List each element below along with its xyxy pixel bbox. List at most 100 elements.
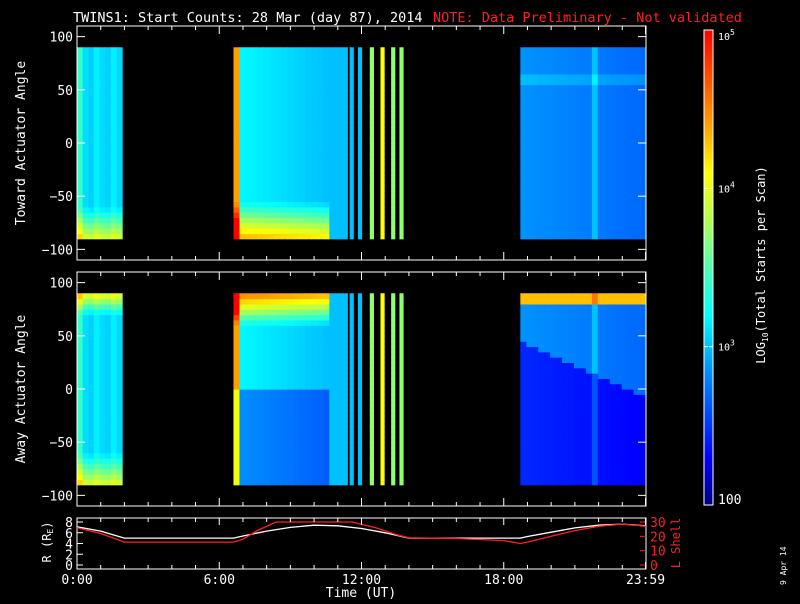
y-tick-label: −50 bbox=[50, 436, 73, 451]
heatmap-cell bbox=[110, 463, 118, 470]
heatmap-cell bbox=[633, 325, 641, 332]
heatmap-cell bbox=[349, 410, 354, 417]
r-tick-label: 2 bbox=[65, 548, 73, 563]
heatmap-cell bbox=[526, 458, 533, 465]
heatmap-cell bbox=[233, 330, 241, 337]
heatmap-cell bbox=[538, 169, 545, 176]
heatmap-cell bbox=[562, 436, 569, 443]
heatmap-cell bbox=[357, 47, 363, 54]
heatmap-cell bbox=[116, 185, 123, 192]
heatmap-cell bbox=[532, 143, 539, 149]
heatmap-cell bbox=[287, 314, 294, 321]
heatmap-cell bbox=[293, 479, 300, 486]
heatmap-cell bbox=[335, 153, 342, 160]
heatmap-cell bbox=[562, 431, 569, 438]
heatmap-cell bbox=[82, 217, 89, 224]
heatmap-cell bbox=[287, 436, 294, 443]
heatmap-cell bbox=[269, 89, 277, 96]
heatmap-cell bbox=[349, 52, 354, 59]
heatmap-cell bbox=[99, 474, 106, 481]
heatmap-cell bbox=[269, 367, 277, 374]
heatmap-cell bbox=[305, 116, 312, 123]
heatmap-cell bbox=[550, 394, 557, 401]
heatmap-cell bbox=[88, 158, 95, 165]
heatmap-cell bbox=[380, 474, 385, 481]
colorbar-tick-label: 103 bbox=[718, 339, 735, 354]
heatmap-cell bbox=[615, 121, 623, 128]
heatmap-cell bbox=[99, 212, 106, 219]
heatmap-cell bbox=[544, 100, 551, 107]
heatmap-cell bbox=[544, 57, 551, 64]
heatmap-cell bbox=[263, 293, 271, 300]
heatmap-cell bbox=[391, 394, 396, 401]
heatmap-cell bbox=[281, 121, 288, 128]
heatmap-cell bbox=[335, 63, 342, 70]
heatmap-cell bbox=[329, 474, 336, 481]
heatmap-cell bbox=[341, 68, 348, 75]
heatmap-cell bbox=[341, 95, 348, 102]
heatmap-cell bbox=[538, 325, 545, 332]
heatmap-cell bbox=[93, 137, 101, 144]
heatmap-cell bbox=[526, 127, 533, 133]
heatmap-cell bbox=[341, 373, 348, 379]
heatmap-cell bbox=[603, 458, 611, 465]
heatmap-cell bbox=[609, 174, 617, 181]
heatmap-cell bbox=[82, 57, 89, 64]
heatmap-cell bbox=[341, 468, 348, 475]
heatmap-cell bbox=[520, 201, 527, 208]
heatmap-cell bbox=[110, 319, 118, 326]
heatmap-cell bbox=[609, 100, 617, 107]
heatmap-cell bbox=[287, 174, 294, 181]
heatmap-cell bbox=[305, 346, 312, 353]
heatmap-cell bbox=[380, 116, 385, 123]
heatmap-cell bbox=[520, 89, 527, 96]
heatmap-cell bbox=[281, 362, 288, 369]
heatmap-cell bbox=[627, 127, 635, 133]
heatmap-cell bbox=[99, 153, 106, 160]
heatmap-cell bbox=[550, 68, 557, 75]
heatmap-cell bbox=[251, 309, 259, 316]
heatmap-cell bbox=[591, 415, 599, 422]
heatmap-cell bbox=[335, 137, 342, 144]
heatmap-cell bbox=[621, 57, 629, 64]
heatmap-cell bbox=[615, 447, 623, 454]
heatmap-cell bbox=[562, 52, 569, 59]
heatmap-cell bbox=[568, 233, 575, 240]
heatmap-cell bbox=[369, 447, 374, 454]
heatmap-cell bbox=[245, 404, 253, 411]
heatmap-cell bbox=[609, 431, 617, 438]
heatmap-cell bbox=[639, 105, 647, 112]
heatmap-cell bbox=[233, 426, 241, 433]
heatmap-cell bbox=[99, 314, 106, 321]
heatmap-cell bbox=[335, 463, 342, 470]
heatmap-cell bbox=[305, 164, 312, 171]
heatmap-cell bbox=[269, 148, 277, 155]
heatmap-cell bbox=[233, 458, 241, 465]
heatmap-cell bbox=[99, 143, 106, 149]
heatmap-cell bbox=[573, 206, 581, 213]
heatmap-cell bbox=[305, 335, 312, 342]
heatmap-cell bbox=[399, 153, 404, 160]
heatmap-cell bbox=[597, 378, 605, 385]
heatmap-cell bbox=[82, 100, 89, 107]
heatmap-cell bbox=[99, 164, 106, 171]
heatmap-cell bbox=[269, 426, 277, 433]
heatmap-cell bbox=[380, 415, 385, 422]
heatmap-cell bbox=[627, 148, 635, 155]
heatmap-cell bbox=[591, 298, 599, 305]
heatmap-cell bbox=[609, 426, 617, 433]
heatmap-cell bbox=[562, 293, 569, 300]
heatmap-cell bbox=[110, 47, 118, 54]
heatmap-cell bbox=[621, 330, 629, 337]
heatmap-cell bbox=[335, 132, 342, 139]
heatmap-cell bbox=[609, 222, 617, 229]
heatmap-cell bbox=[520, 233, 527, 240]
heatmap-cell bbox=[556, 303, 563, 310]
heatmap-cell bbox=[585, 383, 593, 390]
heatmap-cell bbox=[526, 452, 533, 459]
heatmap-cell bbox=[615, 452, 623, 459]
heatmap-cell bbox=[99, 127, 106, 133]
heatmap-cell bbox=[369, 293, 374, 300]
heatmap-cell bbox=[573, 479, 581, 486]
heatmap-cell bbox=[639, 201, 647, 208]
